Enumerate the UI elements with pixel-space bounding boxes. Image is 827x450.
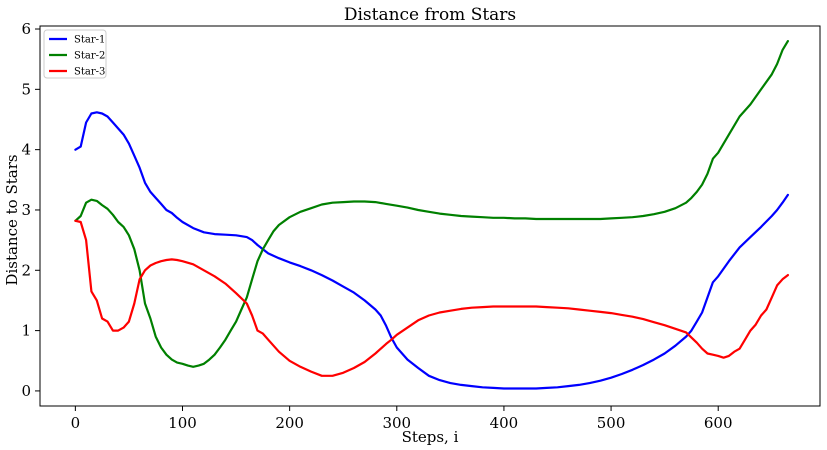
y-tick-label: 0 [21,382,31,400]
y-tick-label: 5 [21,80,31,98]
x-tick-label: 400 [490,414,519,432]
x-axis-ticks: 0 100 200 300 400 500 600 [71,406,733,432]
x-axis-label: Steps, i [402,428,459,446]
legend-box [43,29,107,79]
plot-frame [39,25,821,407]
y-axis-ticks: 0 1 2 3 4 5 6 [21,20,40,400]
x-tick-label: 500 [597,414,626,432]
y-tick-label: 1 [21,322,31,340]
chart-title: Distance from Stars [344,5,516,25]
y-tick-label: 6 [21,20,31,38]
legend-label: Star-2 [74,51,105,62]
legend-label: Star-3 [74,67,105,78]
x-tick-label: 600 [704,414,733,432]
x-tick-label: 200 [275,414,304,432]
x-tick-label: 100 [168,414,197,432]
x-tick-label: 300 [382,414,411,432]
plot-lines [74,40,789,390]
x-tick-label: 0 [71,414,81,432]
legend-label: Star-1 [74,35,105,46]
y-tick-label: 3 [21,201,31,219]
y-tick-label: 2 [21,261,31,279]
series-line-star-1 [74,111,789,390]
series-line-star-3 [74,219,789,377]
series-line-star-2 [74,40,789,368]
y-tick-label: 4 [21,141,31,159]
legend: Star-1 Star-2 Star-3 [43,29,107,79]
y-axis-label: Distance to Stars [3,154,21,285]
